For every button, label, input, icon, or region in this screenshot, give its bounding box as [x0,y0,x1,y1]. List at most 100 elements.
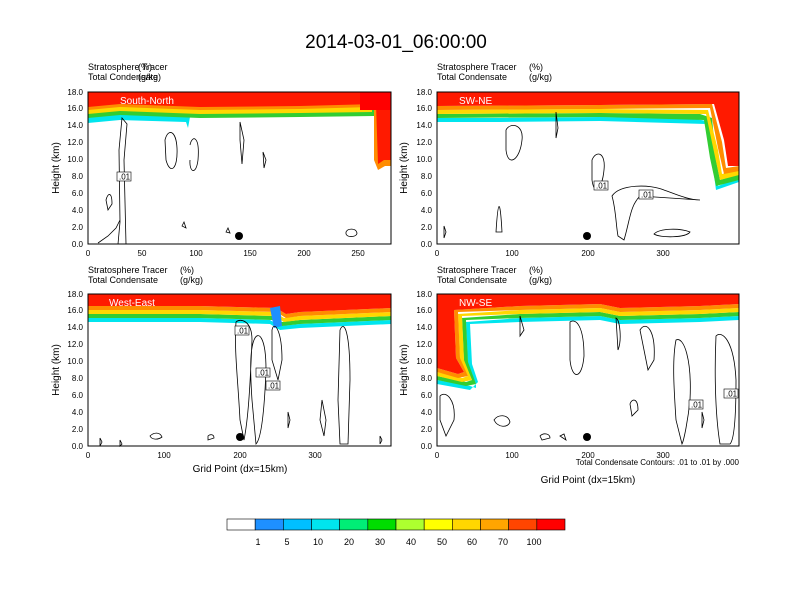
panel-2-ytick: 16.0 [416,104,432,113]
panel-4-location-marker [583,433,591,441]
colorbar-swatch [423,518,453,531]
colorbar-swatch [339,518,369,531]
panel-4-ytick: 2.0 [421,425,433,434]
panel-4-tracer-orange [437,304,739,378]
panel-2-subtitle-condensate: Total Condensate [437,72,507,82]
panel-2-xtick: 300 [656,249,670,258]
panel-2-frame [436,91,740,245]
panel-4-xtick: 300 [656,451,670,460]
panel-2-y-axis: Height (km) 0.0 2.0 4.0 6.0 8.0 10.0 12.… [399,88,433,249]
panel-1-ytick: 0.0 [72,240,84,249]
panel-4-plot: .01 .01 NW-SE [436,293,740,447]
panel-2-subtitle-condensate-unit: (g/kg) [529,72,552,82]
panel-2-tracer-yellow [437,109,739,180]
panel-3-contour-label: .01 [258,369,270,378]
panel-3-xtick: 300 [308,451,322,460]
panel-1-ytick: 4.0 [72,206,84,215]
panel-1-xtick: 0 [86,249,91,258]
panel-4-label: NW-SE [459,298,492,309]
colorbar-swatch [452,518,481,531]
panel-1-xtick: 50 [138,249,147,258]
panel-2-ytick: 18.0 [416,88,432,97]
panel-3-tracer-red [88,294,391,314]
panel-2-location-marker [583,232,591,240]
panel-4-ytick: 12.0 [416,340,432,349]
panel-4-tracer-yellow [437,308,739,382]
panel-4-y-axis: Height (km) 0.0 2.0 4.0 6.0 8.0 10.0 12.… [399,290,433,451]
panel-1-xtick: 100 [189,249,203,258]
panel-1-ytick: 16.0 [67,104,83,113]
panel-1-subtitle-condensate: Total Condensate [88,72,158,82]
panel-1-x-axis: 0 50 100 150 200 250 [86,249,365,258]
panel-4-subtitle-tracer-unit: (%) [529,265,543,275]
panel-3-subtitle-tracer: Stratosphere Tracer [88,265,168,275]
colorbar-label: 40 [406,537,416,547]
colorbar-label: 10 [313,537,323,547]
panel-4-ytick: 6.0 [421,391,433,400]
panel-3-location-marker [236,433,244,441]
panel-3-xtick: 100 [157,451,171,460]
panel-3-ytick: 12.0 [67,340,83,349]
panel-2-plot: .01 .01 SW-NE [436,91,740,245]
panel-west-east: Stratosphere Tracer (%) Total Condensate… [51,265,392,475]
colorbar-label: 60 [467,537,477,547]
panel-4-contour-label-box [688,399,704,410]
panel-1-xtick: 200 [297,249,311,258]
panel-3-tracer-cyan [88,318,391,330]
panel-2-contour-label-box [638,189,654,200]
panel-3-ytick: 2.0 [72,425,84,434]
panel-1-ytick: 2.0 [72,223,84,232]
panel-1-plot: .01 South-North [87,91,392,245]
panel-4-xtick: 200 [581,451,595,460]
panel-3-xtick: 200 [233,451,247,460]
panel-1-tracer-yellow [88,107,372,114]
colorbar-labels: 1 5 10 20 30 40 50 60 70 100 [255,537,541,547]
panel-1-xtick: 150 [243,249,257,258]
panel-2-xtick: 0 [435,249,440,258]
panel-2-xtick: 200 [581,249,595,258]
colorbar-label: 70 [498,537,508,547]
panel-3-subtitle-tracer-unit: (%) [180,265,194,275]
panel-3-tracer-yellow [88,310,391,322]
panel-3-contour-label-box [255,367,271,378]
panel-4-contour-label: .01 [691,401,703,410]
colorbar-label: 30 [375,537,385,547]
panel-4-subtitle-condensate: Total Condensate [437,275,507,285]
panel-4-x-axis: 0 100 200 300 Total Condensate Contours:… [435,451,740,486]
panel-2-ylabel: Height (km) [399,142,410,194]
panel-4-condensate-contour [439,315,737,446]
colorbar-label: 100 [526,537,541,547]
panel-3-contour-label: .01 [268,382,280,391]
panel-3-ytick: 6.0 [72,391,84,400]
panel-3-tracer-blue-spot [270,306,282,328]
panel-1-ytick: 14.0 [67,121,83,130]
colorbar-label: 50 [437,537,447,547]
panel-3-subtitle-condensate: Total Condensate [88,275,158,285]
panel-3-tracer-orange [88,306,391,318]
panel-4-xtick: 0 [435,451,440,460]
panel-2-contour-label: .01 [596,182,608,191]
panel-2-subtitle-tracer-unit: (%) [529,62,543,72]
panel-3-subtitle-condensate-unit: (g/kg) [180,275,203,285]
panel-4-xtick: 100 [505,451,519,460]
panel-3-xlabel: Grid Point (dx=15km) [193,464,288,475]
panel-2-ytick: 4.0 [421,206,433,215]
panel-1-subtitle-condensate-unit: (g/kg) [138,72,161,82]
panel-4-ytick: 10.0 [416,357,432,366]
panel-sw-ne: Stratosphere Tracer (%) Total Condensate… [399,62,740,258]
panel-2-ytick: 12.0 [416,138,432,147]
contour-footnote: Total Condensate Contours: .01 to .01 by… [576,458,740,467]
panel-3-tracer-green [88,314,391,326]
panel-4-ytick: 0.0 [421,442,433,451]
page-title: 2014-03-01_06:00:00 [305,32,487,53]
panel-4-contour-label-box [723,388,739,399]
colorbar-swatch [395,518,425,531]
panel-1-frame [87,91,392,245]
panel-3-contour-label-box [234,325,250,336]
panel-1-ylabel: Height (km) [51,142,62,194]
panel-1-condensate-contour [97,117,358,245]
panel-nw-se: Stratosphere Tracer (%) Total Condensate… [399,265,740,486]
colorbar-swatch [480,518,509,531]
panel-3-contour-label-box [265,380,281,391]
